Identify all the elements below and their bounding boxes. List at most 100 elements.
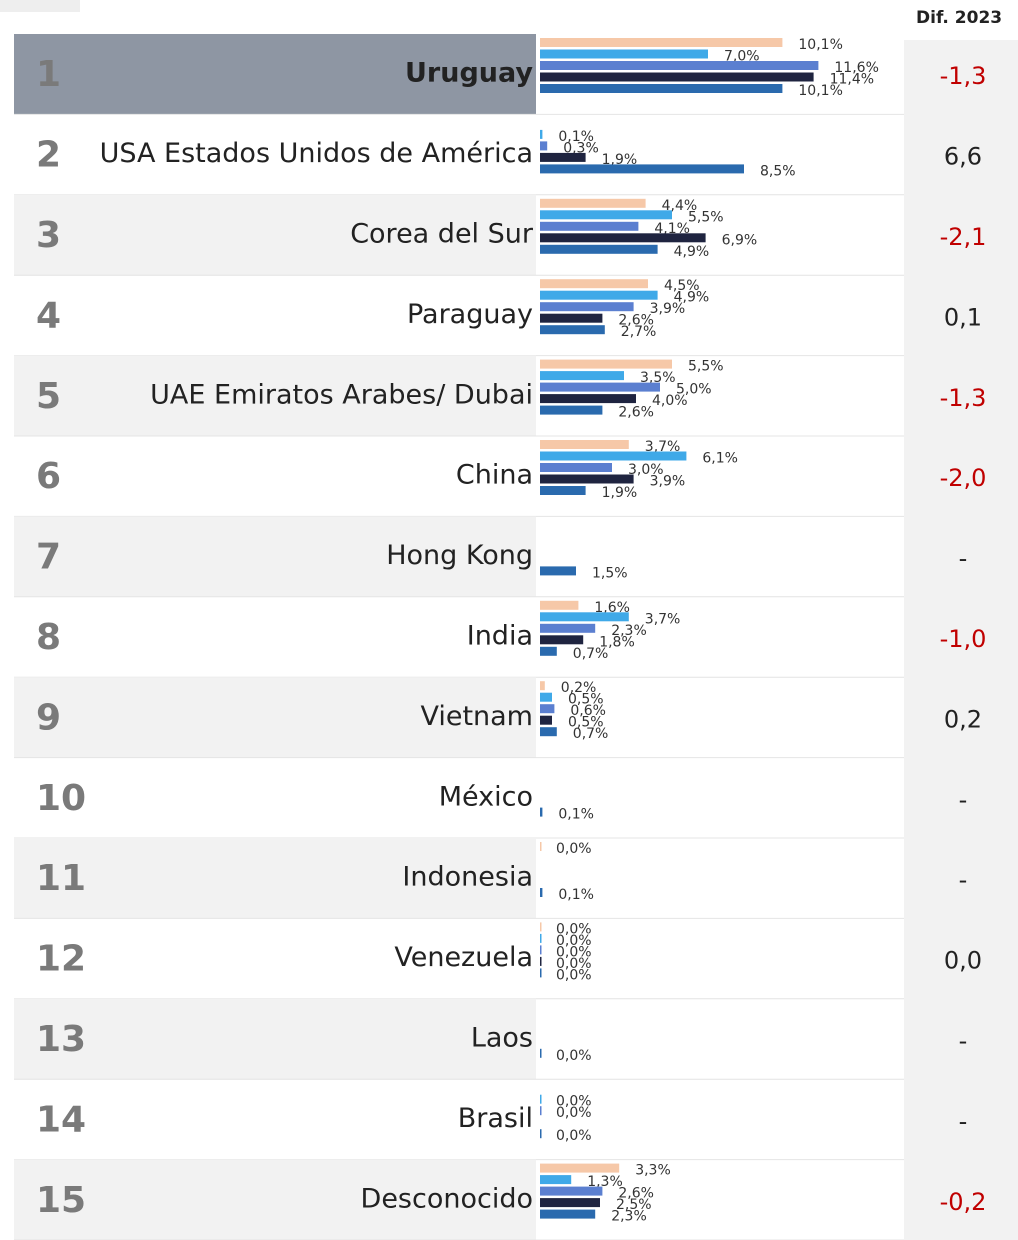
value-label: 1,9% [602, 485, 638, 501]
bar [540, 302, 634, 312]
rank: 15 [36, 1180, 86, 1221]
bar [540, 1209, 596, 1219]
row-background [14, 677, 536, 758]
value-label: 0,0% [556, 956, 592, 972]
value-label: 2,6% [618, 313, 654, 329]
rank: 7 [36, 537, 61, 578]
tab [0, 0, 80, 12]
value-label: 4,9% [674, 244, 710, 260]
value-label: 11,4% [830, 72, 874, 88]
country-name: Desconocido [361, 1183, 533, 1214]
value-label: 0,0% [556, 967, 592, 983]
bar [540, 233, 706, 243]
value-label: 10,1% [798, 37, 842, 53]
country-name: Venezuela [394, 942, 533, 973]
bar [540, 164, 744, 174]
bar [540, 141, 548, 151]
rank: 14 [36, 1099, 86, 1140]
bar [540, 727, 557, 737]
value-label: 4,4% [662, 198, 698, 214]
country-name: México [439, 781, 533, 812]
bar [540, 49, 708, 59]
bar [540, 1186, 603, 1196]
row-background [14, 1159, 536, 1240]
rank: 13 [36, 1019, 86, 1060]
bar [540, 1094, 542, 1104]
bar [540, 968, 542, 978]
bar [540, 704, 555, 714]
row-background [14, 194, 536, 276]
country-name: Paraguay [407, 299, 533, 330]
bar [540, 359, 672, 369]
dif-value: - [959, 866, 968, 894]
value-label: 5,5% [688, 359, 724, 375]
value-label: 2,3% [611, 623, 647, 639]
value-label: 3,7% [645, 439, 681, 455]
value-label: 1,6% [594, 600, 630, 616]
country-name: Uruguay [405, 58, 533, 89]
value-label: 5,0% [676, 382, 712, 398]
bar [540, 129, 543, 139]
value-label: 0,6% [570, 703, 606, 719]
bar [540, 600, 579, 610]
dif-value: -1,0 [940, 625, 987, 653]
value-label: 0,7% [573, 646, 609, 662]
value-label: 0,2% [561, 680, 597, 696]
country-name: Corea del Sur [350, 219, 534, 250]
bar [540, 451, 687, 461]
value-label: 1,8% [599, 634, 635, 650]
bar [540, 84, 783, 93]
dif-value: - [959, 545, 968, 573]
bar [540, 486, 586, 495]
value-label: 2,7% [621, 324, 657, 340]
bar [540, 945, 542, 955]
dif-value: -1,3 [940, 384, 987, 412]
value-label: 0,5% [568, 692, 604, 708]
bar [540, 279, 648, 289]
rank: 1 [36, 54, 61, 95]
bar [540, 325, 605, 335]
bar [540, 440, 629, 449]
value-label: 11,6% [834, 60, 878, 76]
country-name: Laos [471, 1023, 533, 1054]
dif-value: -0,2 [940, 1188, 987, 1216]
value-label: 4,0% [652, 393, 688, 409]
rank: 3 [36, 215, 61, 256]
row-background [14, 998, 536, 1080]
value-label: 10,1% [798, 83, 842, 99]
bar [540, 807, 543, 817]
bar [540, 922, 542, 932]
value-label: 0,0% [556, 1094, 592, 1110]
bar [540, 198, 646, 208]
value-label: 3,0% [628, 462, 664, 478]
bar [540, 635, 584, 645]
bar [540, 382, 660, 392]
country-name: USA Estados Unidos de América [100, 138, 533, 169]
value-label: 3,7% [645, 611, 681, 627]
dif-value: 6,6 [944, 143, 982, 171]
value-label: 7,0% [724, 49, 760, 65]
bar [540, 38, 783, 47]
value-label: 0,0% [556, 841, 592, 857]
value-label: 5,5% [688, 209, 724, 225]
value-label: 0,0% [556, 921, 592, 937]
value-label: 4,1% [654, 221, 690, 237]
rank: 9 [36, 697, 61, 738]
bar [540, 210, 672, 220]
value-label: 1,9% [602, 152, 638, 168]
bar [540, 692, 552, 702]
bar [540, 956, 542, 966]
bar [540, 371, 624, 381]
value-label: 3,5% [640, 370, 676, 386]
value-label: 0,1% [558, 807, 594, 823]
dif-value: - [959, 786, 968, 814]
bar [540, 623, 596, 633]
dif-value: -2,1 [940, 223, 987, 251]
bar [540, 842, 542, 851]
value-label: 3,9% [650, 474, 686, 490]
value-label: 0,0% [556, 944, 592, 960]
bar [540, 1129, 542, 1139]
dif-value: 0,2 [944, 705, 982, 733]
value-label: 0,0% [556, 933, 592, 949]
